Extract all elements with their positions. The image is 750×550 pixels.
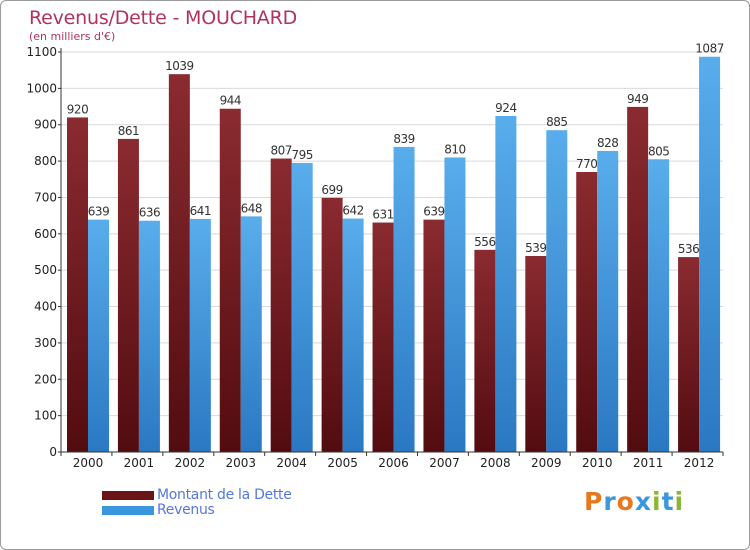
legend-swatch-revenus: [102, 505, 154, 515]
value-label-revenus-2000: 639: [88, 205, 109, 219]
value-label-dette-2006: 631: [372, 208, 393, 222]
x-tick-label-2012: 2012: [684, 456, 715, 470]
bar-dette-2010: [576, 172, 598, 452]
bar-revenus-2004: [291, 162, 313, 452]
bar-revenus-2010: [597, 150, 619, 452]
bar-dette-2006: [372, 222, 394, 452]
bar-revenus-2005: [342, 218, 364, 452]
value-label-dette-2011: 949: [627, 92, 648, 106]
bar-dette-2007: [423, 219, 445, 452]
value-label-dette-2005: 699: [321, 183, 342, 197]
y-tick-label: 300: [34, 336, 57, 350]
proxiti-logo: Proxiti: [584, 487, 684, 516]
value-label-revenus-2009: 885: [546, 115, 567, 129]
x-tick-label-2005: 2005: [327, 456, 358, 470]
chart-subtitle: (en milliers d'€): [29, 30, 116, 43]
bar-dette-2008: [474, 249, 496, 452]
x-tick-label-2006: 2006: [378, 456, 409, 470]
logo-letter: i: [652, 487, 662, 516]
bar-dette-2003: [219, 108, 241, 453]
legend-label-dette: Montant de la Dette: [157, 487, 292, 503]
x-tick-label-2011: 2011: [633, 456, 664, 470]
bar-revenus-2009: [546, 130, 568, 452]
bar-dette-2009: [525, 256, 547, 452]
logo-letter: r: [603, 487, 617, 516]
bar-dette-2005: [321, 197, 343, 452]
bar-revenus-2001: [138, 220, 160, 452]
bar-revenus-2007: [444, 157, 466, 453]
value-label-dette-2007: 639: [423, 205, 444, 219]
legend-swatch-dette: [102, 490, 154, 500]
value-label-dette-2008: 556: [474, 235, 495, 249]
y-tick-label: 800: [34, 154, 57, 168]
x-tick-label-2003: 2003: [225, 456, 256, 470]
x-tick-label-2000: 2000: [73, 456, 104, 470]
value-label-revenus-2006: 839: [393, 132, 414, 146]
value-label-revenus-2002: 641: [190, 204, 211, 218]
logo-letter: x: [634, 487, 652, 516]
bar-dette-2001: [117, 138, 139, 452]
value-label-revenus-2003: 648: [241, 201, 262, 215]
value-label-revenus-2012: 1087: [695, 42, 724, 56]
value-label-revenus-2008: 924: [495, 101, 516, 115]
y-tick-label: 900: [34, 118, 57, 132]
x-tick-label-2004: 2004: [276, 456, 307, 470]
value-label-dette-2012: 536: [678, 242, 699, 256]
x-tick-label-2009: 2009: [531, 456, 562, 470]
value-label-revenus-2005: 642: [342, 204, 363, 218]
value-label-dette-2009: 539: [525, 241, 546, 255]
value-label-revenus-2001: 636: [139, 206, 160, 220]
value-label-revenus-2004: 795: [291, 148, 312, 162]
value-label-dette-2000: 920: [67, 102, 88, 116]
legend-label-revenus: Revenus: [157, 502, 215, 518]
bar-revenus-2011: [648, 159, 670, 453]
value-label-revenus-2011: 805: [648, 144, 669, 158]
bar-dette-2000: [67, 117, 88, 453]
bar-revenus-2012: [699, 56, 721, 453]
x-tick-label-2001: 2001: [124, 456, 155, 470]
y-tick-label: 0: [49, 445, 57, 459]
value-label-dette-2010: 770: [576, 157, 597, 171]
legend-item-dette: Montant de la Dette: [102, 487, 292, 503]
value-label-revenus-2007: 810: [444, 142, 465, 156]
x-tick-label-2008: 2008: [480, 456, 511, 470]
value-label-dette-2004: 807: [270, 144, 291, 158]
y-tick-label: 500: [34, 263, 57, 277]
y-tick-label: 200: [34, 372, 57, 386]
y-tick-label: 1000: [26, 81, 57, 95]
bar-revenus-2003: [240, 216, 262, 452]
y-tick-label: 400: [34, 300, 57, 314]
x-tick-label-2010: 2010: [582, 456, 613, 470]
y-tick-label: 100: [34, 409, 57, 423]
x-tick-label-2007: 2007: [429, 456, 460, 470]
value-label-revenus-2010: 828: [597, 136, 618, 150]
y-tick-label: 1100: [26, 45, 57, 59]
y-tick-label: 600: [34, 227, 57, 241]
legend-item-revenus: Revenus: [102, 502, 215, 518]
bar-dette-2012: [678, 257, 700, 452]
x-tick-label-2002: 2002: [175, 456, 206, 470]
y-tick-label: 700: [34, 190, 57, 204]
bar-revenus-2000: [88, 219, 109, 452]
logo-letter: i: [674, 487, 685, 516]
bar-dette-2002: [168, 74, 190, 452]
logo-letter: P: [584, 487, 604, 516]
value-label-dette-2001: 861: [118, 124, 139, 138]
chart-title: Revenus/Dette - MOUCHARD: [29, 7, 298, 29]
axes: 0 100 200 300 400 500 600 700 800 900 1000 1100 2000…: [26, 45, 724, 470]
bar-revenus-2002: [189, 218, 211, 452]
value-label-dette-2003: 944: [220, 94, 241, 108]
bar-revenus-2008: [495, 116, 517, 452]
logo-letter: t: [661, 487, 675, 516]
bar-dette-2004: [270, 158, 292, 452]
bar-revenus-2006: [393, 146, 415, 452]
logo-letter: o: [616, 487, 635, 516]
bar-dette-2011: [627, 106, 649, 452]
value-label-dette-2002: 1039: [165, 59, 194, 73]
